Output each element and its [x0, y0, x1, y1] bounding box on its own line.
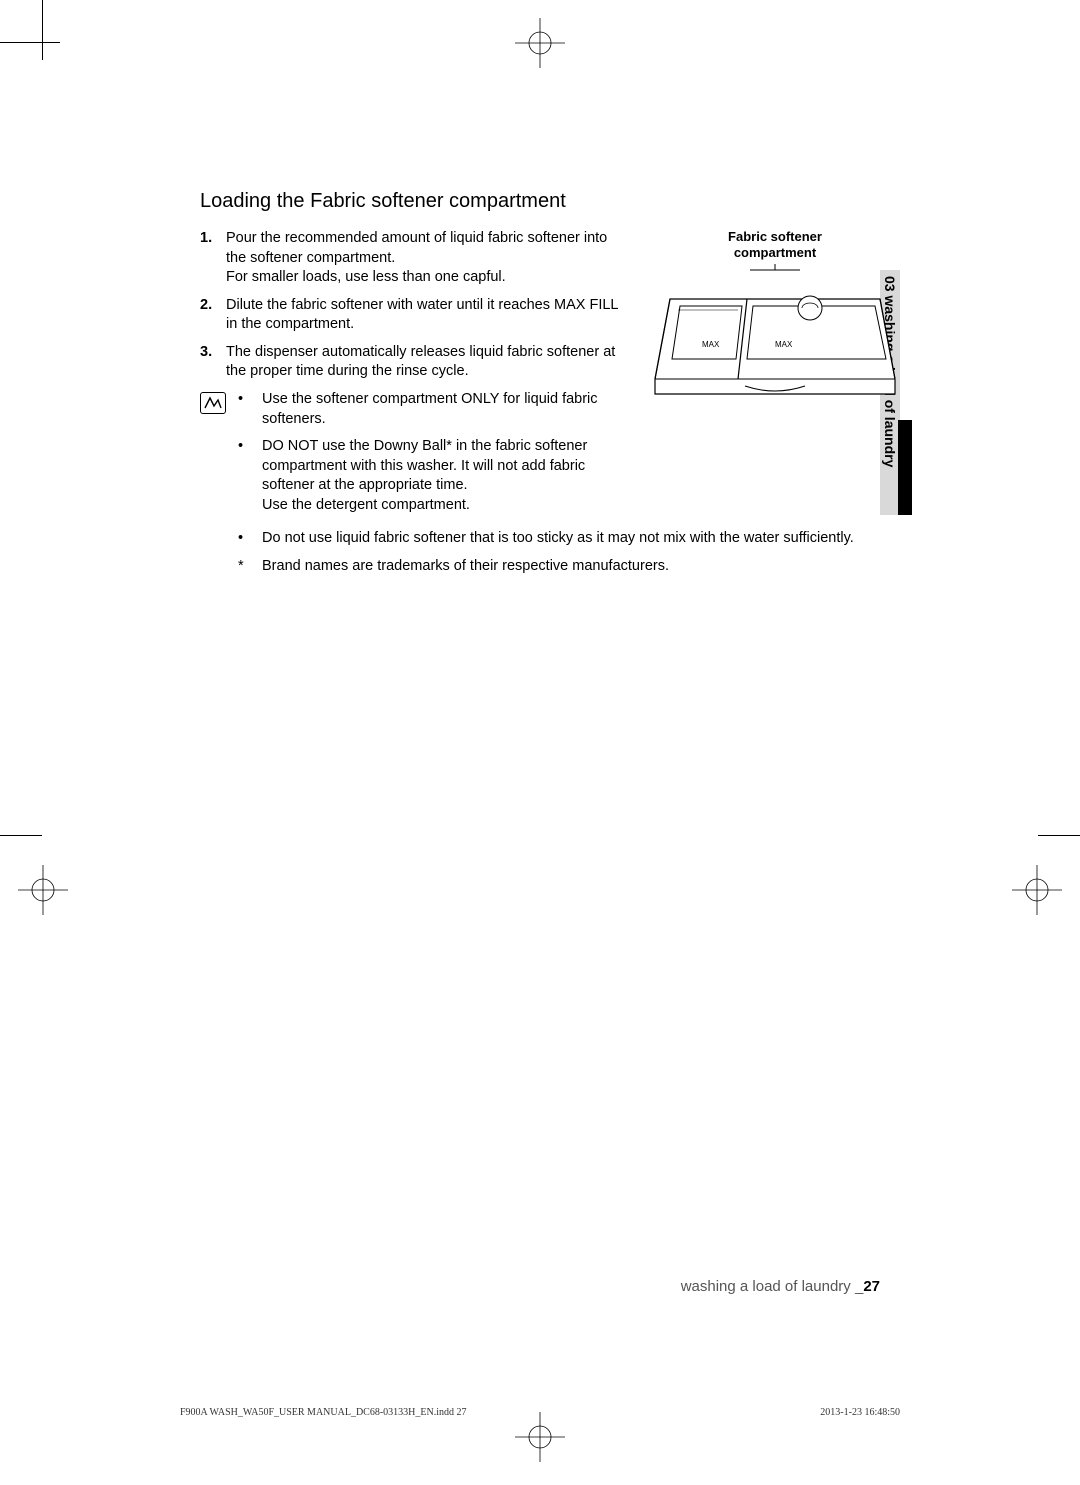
bullet-icon: • [238, 437, 248, 515]
note-item: • DO NOT use the Downy Ball* in the fabr… [238, 437, 630, 515]
note-text: Use the softener compartment ONLY for li… [262, 390, 630, 429]
bullet-icon: • [238, 529, 248, 549]
step-text: The dispenser automatically releases liq… [226, 343, 630, 382]
figure: Fabric softener compartment [650, 229, 900, 523]
print-footer-timestamp: 2013-1-23 16:48:50 [820, 1407, 900, 1418]
note-item: • Use the softener compartment ONLY for … [238, 390, 630, 429]
note-text: Do not use liquid fabric softener that i… [262, 529, 900, 549]
notes-list-wide: • Do not use liquid fabric softener that… [238, 529, 900, 584]
max-label-right: MAX [775, 340, 793, 349]
step-item: 1. Pour the recommended amount of liquid… [200, 229, 630, 288]
note-text: Brand names are trademarks of their resp… [262, 557, 900, 577]
asterisk-icon: * [238, 557, 248, 577]
bullet-icon: • [238, 390, 248, 429]
step-text: Dilute the fabric softener with water un… [226, 296, 630, 335]
note-item: * Brand names are trademarks of their re… [238, 557, 900, 577]
footer: washing a load of laundry _27 [681, 1278, 880, 1295]
reg-mark-right [1012, 865, 1062, 920]
footer-page-number: 27 [863, 1278, 880, 1295]
side-line-right [1038, 835, 1080, 836]
figure-label: Fabric softener compartment [650, 229, 900, 260]
page-content: Loading the Fabric softener compartment … [200, 190, 900, 584]
note-icon [200, 392, 226, 414]
step-num: 1. [200, 229, 216, 288]
step-item: 3. The dispenser automatically releases … [200, 343, 630, 382]
figure-label-line2: compartment [734, 245, 816, 260]
print-footer-file: F900A WASH_WA50F_USER MANUAL_DC68-03133H… [180, 1407, 467, 1418]
reg-mark-top [515, 18, 565, 73]
max-label-left: MAX [702, 340, 720, 349]
side-line-left [0, 835, 42, 836]
figure-label-line1: Fabric softener [728, 229, 822, 244]
section-title: Loading the Fabric softener compartment [200, 190, 900, 213]
step-item: 2. Dilute the fabric softener with water… [200, 296, 630, 335]
dispenser-diagram-icon: MAX MAX [650, 264, 900, 424]
reg-mark-left [18, 865, 68, 920]
notes-list: • Use the softener compartment ONLY for … [238, 390, 630, 523]
reg-mark-bottom [515, 1412, 565, 1467]
step-num: 3. [200, 343, 216, 382]
steps-list: 1. Pour the recommended amount of liquid… [200, 229, 630, 382]
note-item: • Do not use liquid fabric softener that… [238, 529, 900, 549]
step-text: Pour the recommended amount of liquid fa… [226, 229, 630, 288]
step-num: 2. [200, 296, 216, 335]
note-text: DO NOT use the Downy Ball* in the fabric… [262, 437, 630, 515]
footer-section-label: washing a load of laundry _ [681, 1278, 864, 1295]
side-tab-marker [898, 420, 912, 515]
